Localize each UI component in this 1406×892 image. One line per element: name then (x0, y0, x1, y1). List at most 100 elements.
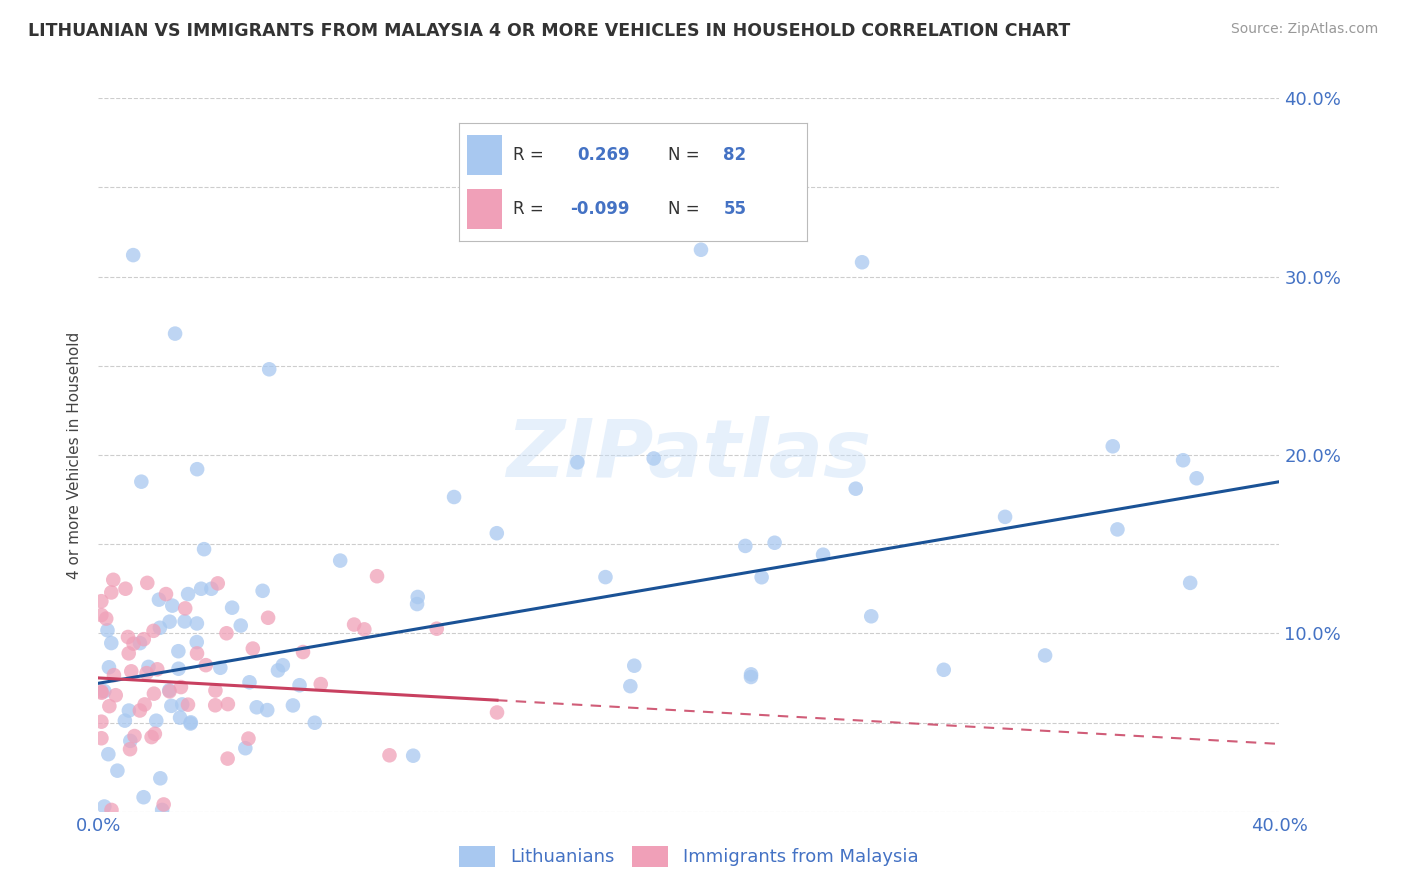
Point (1178, 575, 1201, 590)
Point (190, 582, 212, 596)
Point (309, 677, 332, 691)
Point (152, 797, 174, 812)
Point (118, 704, 141, 718)
Point (215, 626, 238, 640)
Point (186, 635, 208, 649)
Point (860, 609, 883, 624)
Point (619, 679, 641, 693)
Point (200, 582, 222, 596)
Point (93, 684, 115, 698)
Point (221, 600, 243, 615)
Point (90, 714, 112, 729)
Point (173, 615, 195, 629)
Point (186, 462, 208, 476)
Point (124, 729, 146, 743)
Point (167, 662, 190, 676)
Point (1101, 439, 1123, 453)
Point (143, 727, 166, 741)
Point (148, 592, 170, 607)
Point (734, 539, 756, 553)
Text: LITHUANIAN VS IMMIGRANTS FROM MALAYSIA 4 OR MORE VEHICLES IN HOUSEHOLD CORRELATI: LITHUANIAN VS IMMIGRANTS FROM MALAYSIA 4… (28, 22, 1070, 40)
Point (160, 698, 183, 713)
Point (150, 803, 173, 817)
Point (170, 680, 193, 694)
Point (118, 646, 141, 660)
Point (443, 490, 465, 504)
Point (1107, 523, 1129, 537)
Point (994, 509, 1017, 524)
Point (1185, 471, 1208, 485)
Point (120, 665, 142, 679)
Point (194, 658, 217, 673)
Point (811, 548, 834, 562)
Point (292, 645, 315, 659)
Point (186, 647, 208, 661)
Point (281, 698, 304, 713)
Point (117, 630, 139, 644)
Point (100, 585, 122, 599)
Point (288, 678, 311, 692)
Point (146, 662, 169, 676)
Point (155, 587, 177, 601)
Point (740, 670, 762, 684)
Legend: Lithuanians, Immigrants from Malaysia: Lithuanians, Immigrants from Malaysia (453, 838, 925, 874)
Point (90, 594, 112, 608)
Point (179, 716, 201, 731)
Point (1033, 648, 1056, 663)
Point (304, 715, 326, 730)
Point (135, 666, 157, 681)
Point (122, 248, 145, 262)
Point (90, 731, 112, 746)
Point (763, 535, 786, 549)
Point (229, 618, 252, 632)
Point (177, 587, 200, 601)
Point (96, 624, 118, 638)
Point (180, 715, 202, 730)
Point (136, 575, 159, 590)
Point (134, 698, 156, 712)
Point (100, 803, 122, 817)
Y-axis label: 4 or more Vehicles in Household: 4 or more Vehicles in Household (67, 331, 83, 579)
Point (256, 703, 278, 717)
Point (172, 698, 194, 712)
Point (233, 741, 256, 756)
Point (486, 706, 509, 720)
Text: ZIPatlas: ZIPatlas (506, 416, 872, 494)
Point (690, 243, 713, 257)
Point (366, 569, 388, 583)
Point (165, 326, 187, 341)
Point (98, 660, 121, 674)
Point (238, 675, 260, 690)
Point (157, 683, 180, 698)
Point (217, 751, 239, 765)
Point (329, 553, 352, 567)
Point (162, 599, 184, 613)
Point (595, 570, 617, 584)
Point (149, 772, 172, 786)
Point (141, 730, 163, 744)
Point (142, 624, 165, 638)
Point (353, 623, 375, 637)
Point (177, 698, 200, 712)
Point (209, 661, 232, 675)
Point (128, 704, 150, 718)
Point (623, 658, 645, 673)
Point (97, 747, 120, 762)
Point (751, 570, 773, 584)
Point (238, 731, 260, 746)
Point (271, 658, 294, 673)
Point (93, 799, 115, 814)
Point (159, 684, 181, 698)
Point (98, 699, 121, 714)
Point (145, 714, 167, 728)
Point (174, 601, 197, 615)
Point (643, 451, 665, 466)
Point (103, 668, 125, 682)
Point (204, 683, 226, 698)
Point (740, 667, 762, 681)
Text: Source: ZipAtlas.com: Source: ZipAtlas.com (1230, 22, 1378, 37)
Point (118, 742, 141, 756)
Point (193, 542, 215, 557)
Point (131, 475, 153, 489)
Point (149, 621, 172, 635)
